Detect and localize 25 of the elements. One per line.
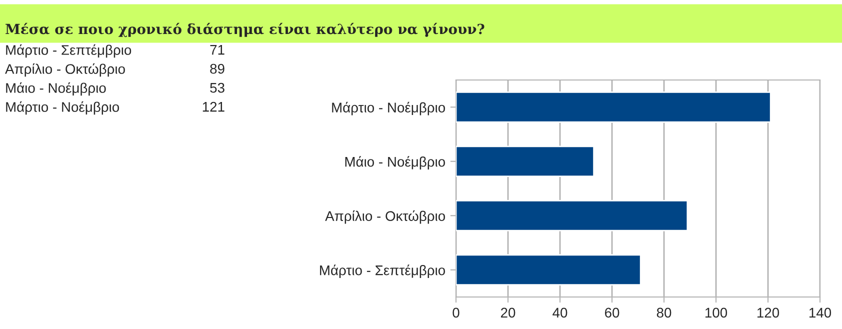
y-tick-label: Μάρτιο - Νοέμβριο [332, 102, 446, 116]
x-tick-label: 20 [500, 308, 516, 318]
x-tick-label: 100 [705, 308, 728, 318]
bar [456, 200, 688, 232]
text: Απρίλιο - Οκτώβριο [5, 63, 125, 77]
x-tick-label: 80 [656, 308, 672, 318]
text: Μάρτιο - Νοέμβριο [6, 101, 120, 115]
text: Μάρτιο - Σεπτέμβριο [6, 44, 132, 58]
bar [456, 146, 594, 177]
y-tick-label: Μάρτιο - Σεπτέμβριο [320, 264, 445, 278]
bar [456, 92, 772, 123]
text: Μάιο - Νοέμβριο [6, 82, 106, 96]
x-tick-label: 40 [552, 308, 568, 318]
text: Μέσα σε ποιο χρονικό διάστημα είναι καλύτερο να γίνουν? [6, 22, 484, 38]
text: 53 [210, 82, 224, 93]
text: 71 [210, 45, 224, 55]
bar [456, 254, 642, 286]
x-tick-label: 60 [604, 308, 620, 318]
x-tick-label: 120 [757, 308, 780, 318]
x-tick-label: 0 [452, 308, 460, 318]
text: 121 [202, 102, 224, 112]
y-tick-label: Απρίλιο - Οκτώβριο [325, 210, 445, 224]
text: 89 [210, 64, 224, 74]
y-tick-label: Μάιο - Νοέμβριο [345, 156, 446, 170]
x-tick-label: 140 [809, 308, 832, 318]
